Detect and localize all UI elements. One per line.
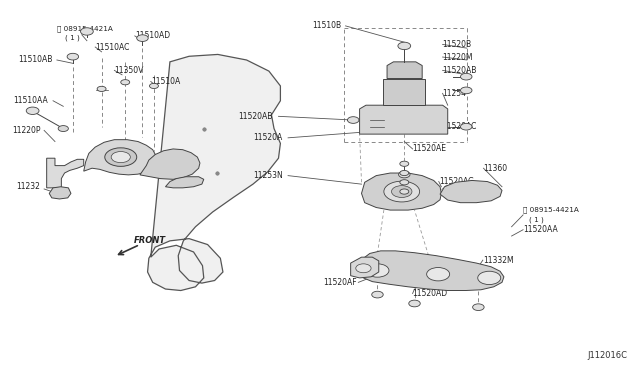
Polygon shape (360, 251, 504, 291)
Polygon shape (140, 149, 200, 179)
Text: 11520AF: 11520AF (323, 278, 357, 287)
Circle shape (400, 161, 409, 166)
Polygon shape (166, 177, 204, 188)
Text: 11510B: 11510B (312, 22, 342, 31)
Text: 11510AA: 11510AA (13, 96, 48, 105)
Text: Ⓝ 08915-4421A: Ⓝ 08915-4421A (523, 207, 579, 214)
Circle shape (400, 170, 409, 176)
Polygon shape (440, 180, 502, 203)
Text: 11520AG: 11520AG (439, 177, 474, 186)
Text: 11254: 11254 (443, 89, 467, 98)
Text: J112016C: J112016C (588, 351, 628, 360)
Polygon shape (49, 187, 71, 199)
Text: 11520B: 11520B (443, 40, 472, 49)
Text: 11510A: 11510A (151, 77, 180, 86)
Text: ( 1 ): ( 1 ) (529, 216, 544, 222)
Circle shape (97, 86, 106, 92)
Text: 11520AB: 11520AB (238, 112, 273, 121)
Text: 11520AE: 11520AE (413, 144, 447, 153)
Circle shape (392, 186, 412, 198)
Text: 11232: 11232 (17, 182, 40, 191)
Text: 11510AC: 11510AC (95, 42, 129, 51)
Circle shape (461, 73, 472, 80)
Circle shape (461, 124, 472, 130)
Circle shape (348, 117, 359, 124)
Circle shape (399, 171, 410, 178)
Polygon shape (148, 54, 280, 291)
Text: Ⓝ 08915-4421A: Ⓝ 08915-4421A (57, 25, 113, 32)
Text: 11520A: 11520A (253, 133, 282, 142)
Circle shape (137, 35, 148, 41)
Text: 11220M: 11220M (443, 52, 473, 61)
Text: 11350V: 11350V (115, 66, 144, 75)
Circle shape (472, 304, 484, 311)
Text: 11253N: 11253N (253, 171, 283, 180)
Text: ε: ε (198, 179, 202, 185)
Circle shape (111, 151, 131, 163)
Circle shape (427, 267, 450, 281)
Text: 11510AD: 11510AD (135, 31, 170, 41)
Circle shape (372, 291, 383, 298)
Polygon shape (47, 158, 84, 188)
Polygon shape (351, 257, 379, 278)
Text: FRONT: FRONT (134, 236, 166, 245)
Polygon shape (360, 105, 448, 134)
Text: ( 1 ): ( 1 ) (65, 35, 79, 41)
Circle shape (105, 148, 137, 166)
Text: 11520AB: 11520AB (443, 66, 477, 75)
Polygon shape (362, 173, 442, 210)
Circle shape (409, 300, 420, 307)
Polygon shape (383, 78, 426, 105)
Text: 11510AB: 11510AB (19, 55, 53, 64)
Text: 11520AA: 11520AA (523, 225, 558, 234)
Text: 11332M: 11332M (483, 256, 513, 264)
Circle shape (58, 126, 68, 132)
Circle shape (67, 53, 79, 60)
Circle shape (366, 264, 389, 277)
Polygon shape (84, 140, 157, 175)
Circle shape (26, 107, 39, 115)
Circle shape (400, 189, 409, 194)
Text: 11520AD: 11520AD (413, 289, 448, 298)
Circle shape (461, 87, 472, 94)
Text: 11220P: 11220P (12, 126, 41, 135)
Circle shape (356, 264, 371, 273)
Circle shape (81, 28, 93, 35)
Circle shape (121, 80, 130, 85)
Circle shape (400, 180, 409, 185)
Text: 11520AC: 11520AC (443, 122, 477, 131)
Circle shape (150, 83, 159, 89)
Polygon shape (387, 62, 422, 78)
Circle shape (398, 42, 411, 49)
Circle shape (477, 271, 500, 285)
Text: 11360: 11360 (483, 164, 508, 173)
Circle shape (384, 181, 420, 202)
